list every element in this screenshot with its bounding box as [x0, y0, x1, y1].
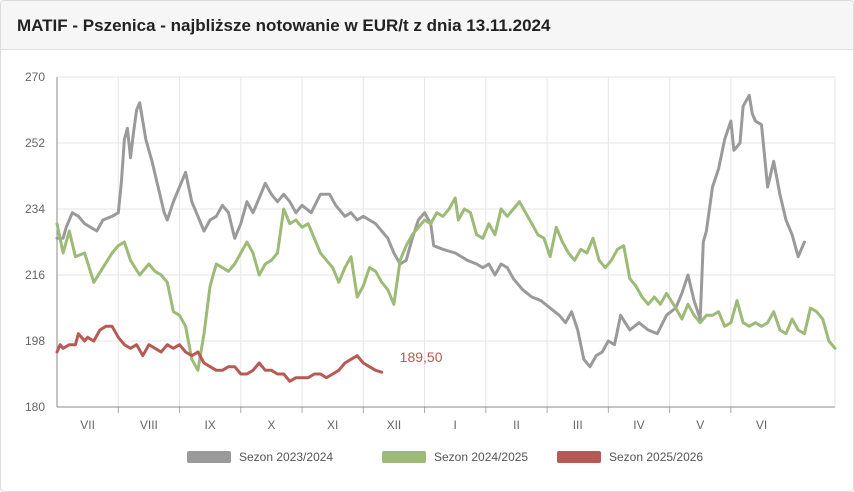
- series-line-1: [55, 93, 806, 369]
- x-tick-label: VII: [80, 418, 95, 432]
- legend-swatch: [557, 451, 601, 463]
- legend-swatch: [187, 451, 231, 463]
- series-line-3: [55, 324, 384, 383]
- y-tick-label: 234: [25, 202, 45, 216]
- y-tick-label: 180: [25, 400, 45, 414]
- x-tick-label: IX: [204, 418, 215, 432]
- legend-label: Sezon 2025/2026: [609, 450, 703, 464]
- x-tick-label: VIII: [140, 418, 158, 432]
- legend-label: Sezon 2023/2024: [239, 450, 333, 464]
- legend-label: Sezon 2024/2025: [434, 450, 528, 464]
- y-tick-label: 216: [25, 268, 45, 282]
- x-tick-label: VI: [756, 418, 767, 432]
- x-tick-label: X: [267, 418, 275, 432]
- y-tick-label: 198: [25, 334, 45, 348]
- x-tick-label: XI: [327, 418, 338, 432]
- chart-title: MATIF - Pszenica - najbliższe notowanie …: [17, 16, 551, 35]
- x-tick-label: II: [513, 418, 520, 432]
- x-tick-label: XII: [387, 418, 402, 432]
- x-tick-label: V: [696, 418, 704, 432]
- card-header: MATIF - Pszenica - najbliższe notowanie …: [1, 1, 853, 50]
- series-line-2: [55, 196, 837, 372]
- x-tick-label: III: [573, 418, 583, 432]
- series-end-value-label: 189,50: [400, 349, 443, 365]
- legend-swatch: [382, 451, 426, 463]
- x-tick-label: IV: [633, 418, 644, 432]
- plot-area: [57, 77, 835, 407]
- x-tick-label: I: [454, 418, 457, 432]
- y-tick-label: 270: [25, 70, 45, 84]
- y-tick-label: 252: [25, 136, 45, 150]
